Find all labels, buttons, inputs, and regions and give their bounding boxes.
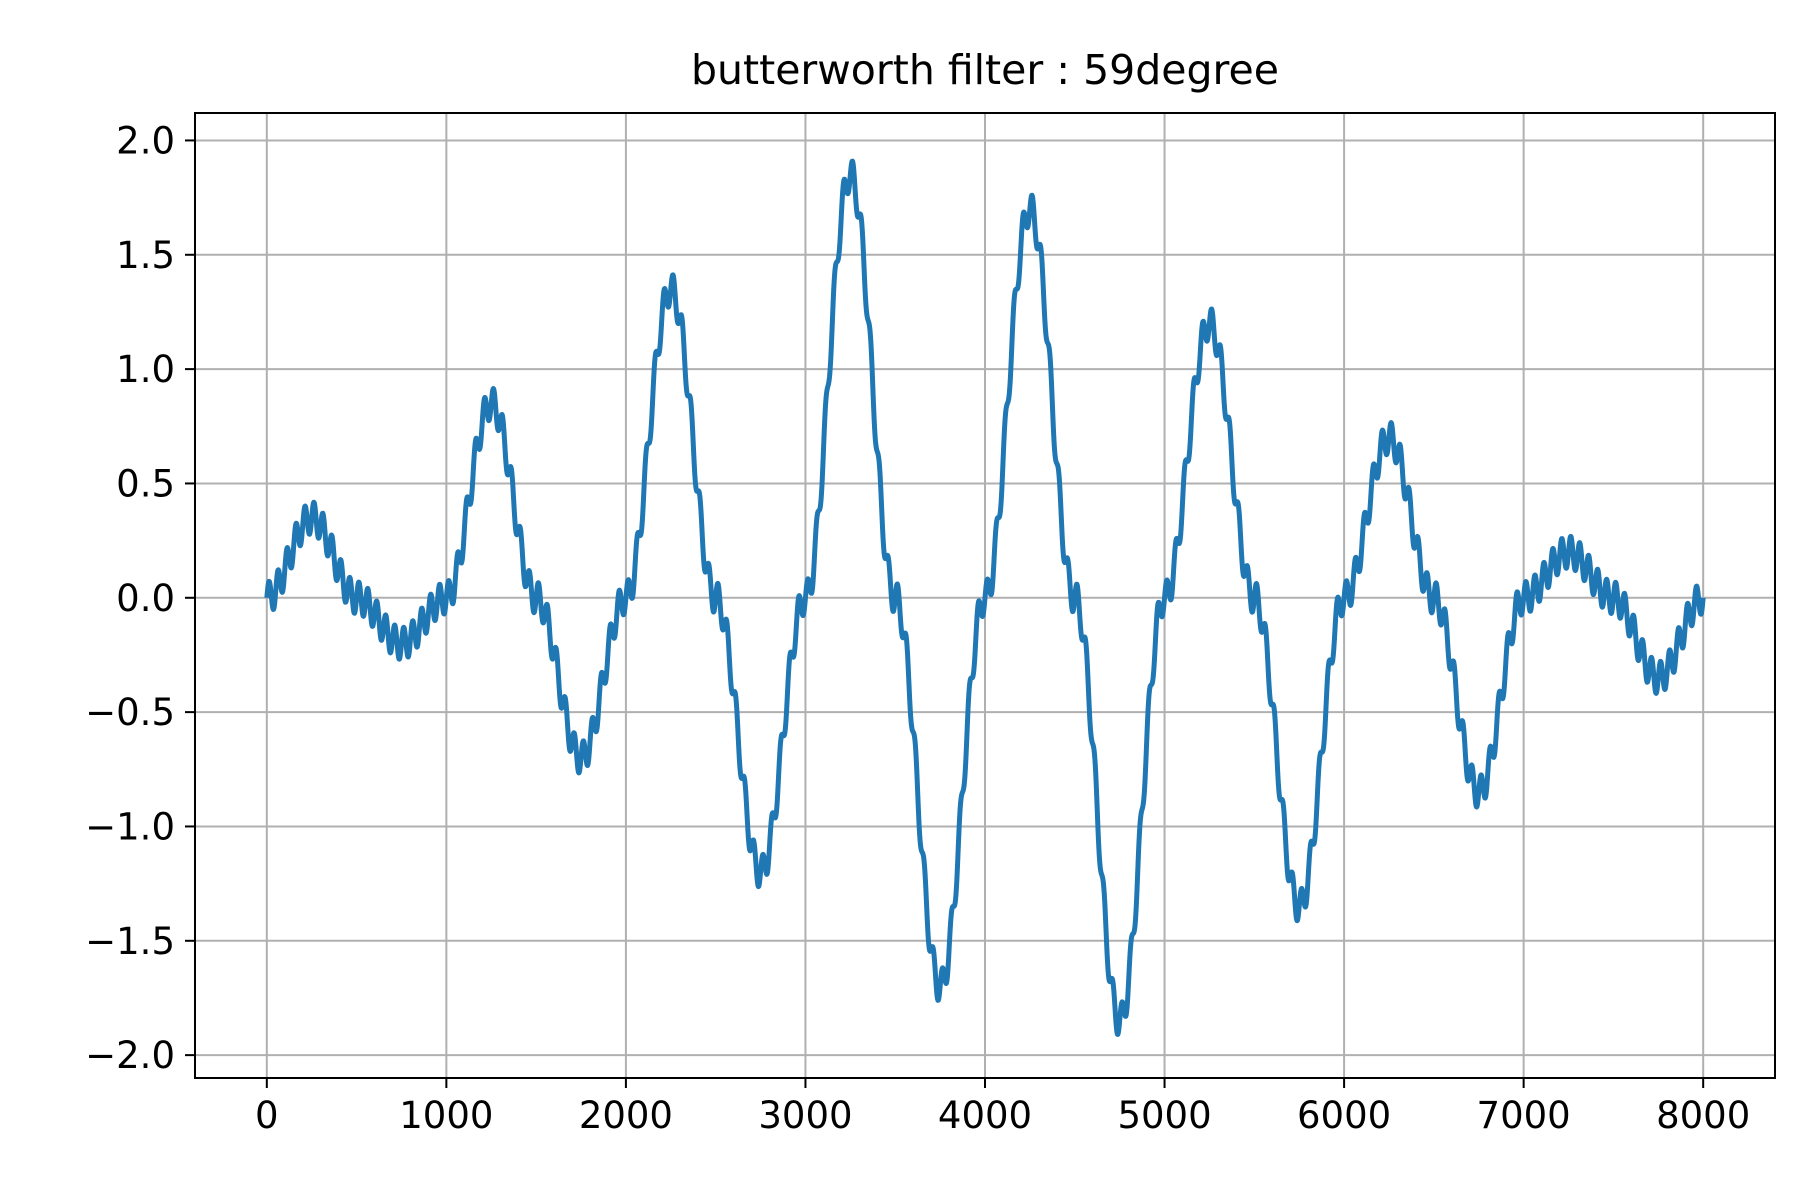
y-tick-label: −2.0 (85, 1034, 175, 1077)
x-tick-label: 1000 (399, 1094, 493, 1137)
axis-ticks: 0 1000 2000 3000 4000 5000 6000 7000 8000 2.0 1.5 1… (85, 119, 1750, 1137)
x-tick-label: 5000 (1117, 1094, 1211, 1137)
y-tick-label: 1.0 (116, 348, 175, 391)
x-tick-label: 0 (255, 1094, 279, 1137)
x-tick-label: 6000 (1297, 1094, 1391, 1137)
y-tick-label: 1.5 (116, 234, 175, 277)
series (264, 158, 1706, 1037)
y-tick-label: −1.5 (85, 920, 175, 963)
y-tick-label: 0.0 (116, 577, 175, 620)
x-tick-label: 7000 (1477, 1094, 1571, 1137)
plot-frame (194, 112, 1776, 1079)
x-tick-label: 2000 (579, 1094, 673, 1137)
series-line (264, 158, 1706, 1037)
x-tick-label: 4000 (938, 1094, 1032, 1137)
y-tick-label: 2.0 (116, 119, 175, 162)
y-tick-label: −1.0 (85, 805, 175, 848)
x-tick-label: 3000 (758, 1094, 852, 1137)
x-tick-label: 8000 (1656, 1094, 1750, 1137)
chart-title: butterworth filter : 59degree (691, 46, 1279, 94)
y-tick-label: 0.5 (116, 462, 175, 505)
y-tick-label: −0.5 (85, 691, 175, 734)
